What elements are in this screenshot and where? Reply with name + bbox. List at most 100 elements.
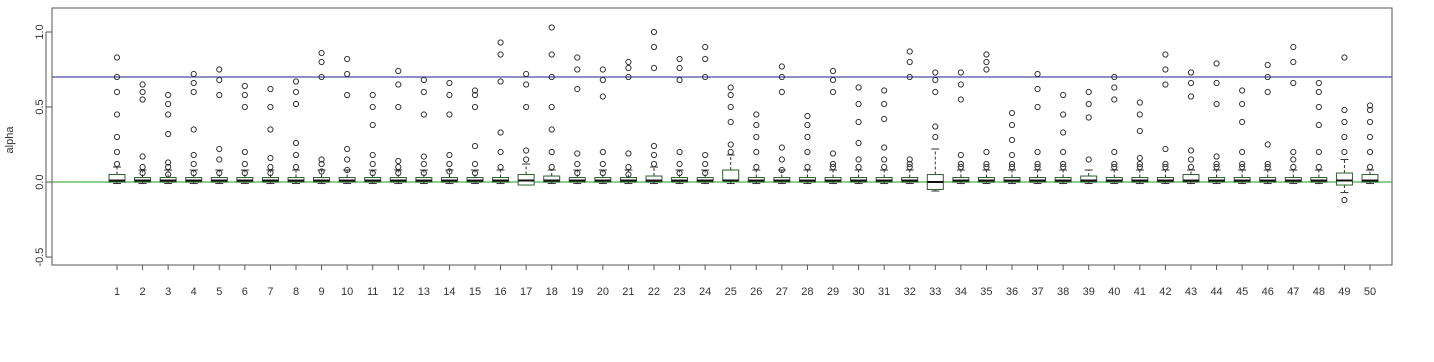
outlier bbox=[190, 169, 197, 177]
outlier bbox=[1341, 106, 1348, 114]
outlier bbox=[216, 169, 223, 177]
outlier bbox=[599, 148, 606, 156]
outlier bbox=[804, 112, 811, 120]
outlier bbox=[420, 160, 427, 168]
x-tick-label: 44 bbox=[1210, 286, 1222, 298]
outlier bbox=[778, 88, 785, 96]
outlier bbox=[1239, 100, 1246, 108]
x-tick-label: 19 bbox=[571, 286, 583, 298]
outlier bbox=[881, 156, 888, 163]
outlier bbox=[574, 150, 581, 157]
outlier bbox=[446, 91, 453, 99]
outlier bbox=[1290, 163, 1297, 171]
outlier bbox=[190, 126, 197, 133]
outlier bbox=[932, 123, 939, 130]
outlier bbox=[113, 148, 121, 156]
outlier bbox=[906, 163, 913, 171]
outlier bbox=[369, 151, 376, 159]
plot-frame bbox=[51, 7, 1393, 266]
outlier bbox=[1060, 129, 1067, 136]
x-tick-label: 49 bbox=[1338, 286, 1350, 298]
outlier bbox=[420, 88, 427, 96]
outlier bbox=[983, 163, 990, 171]
outlier bbox=[1136, 160, 1143, 168]
outlier bbox=[1264, 73, 1271, 81]
outlier bbox=[523, 147, 530, 154]
x-tick-label: 6 bbox=[242, 286, 248, 298]
box bbox=[1335, 172, 1353, 186]
outlier bbox=[1366, 133, 1374, 141]
outlier bbox=[216, 66, 223, 73]
outlier bbox=[548, 51, 555, 58]
outlier bbox=[599, 66, 606, 73]
outlier bbox=[395, 157, 402, 165]
outlier bbox=[650, 28, 658, 36]
outlier bbox=[165, 130, 172, 138]
x-tick-label: 3 bbox=[165, 286, 171, 298]
outlier bbox=[190, 151, 197, 159]
x-tick-label: 23 bbox=[673, 286, 685, 298]
outlier bbox=[650, 64, 658, 72]
outlier bbox=[829, 150, 837, 157]
outlier bbox=[1111, 96, 1118, 103]
outlier bbox=[1341, 118, 1348, 126]
outlier bbox=[497, 163, 504, 171]
outlier bbox=[395, 103, 402, 111]
x-tick-label: 11 bbox=[367, 286, 378, 298]
outlier bbox=[1136, 127, 1143, 135]
outlier bbox=[497, 148, 504, 156]
outlier bbox=[216, 156, 223, 163]
outlier bbox=[318, 156, 325, 163]
outlier bbox=[420, 76, 427, 84]
outlier bbox=[216, 91, 223, 99]
outlier bbox=[957, 151, 964, 159]
outlier bbox=[881, 87, 888, 94]
outlier bbox=[702, 55, 709, 63]
outlier bbox=[1187, 156, 1195, 163]
outlier bbox=[957, 160, 964, 168]
outlier bbox=[1213, 160, 1220, 168]
outlier bbox=[702, 73, 709, 81]
x-tick-label: 35 bbox=[980, 286, 992, 298]
outlier bbox=[267, 103, 274, 111]
y-tick-label: 0.5 bbox=[34, 99, 46, 114]
outlier bbox=[1162, 163, 1169, 171]
outlier bbox=[625, 150, 632, 157]
outlier bbox=[625, 64, 632, 72]
outlier bbox=[650, 142, 658, 150]
outlier bbox=[932, 133, 939, 141]
outlier bbox=[1111, 148, 1118, 156]
outlier bbox=[420, 111, 427, 118]
outlier bbox=[829, 76, 837, 84]
outlier bbox=[267, 126, 274, 133]
outlier bbox=[139, 153, 146, 160]
box bbox=[1182, 174, 1200, 183]
x-tick-label: 46 bbox=[1262, 286, 1274, 298]
outlier bbox=[1239, 87, 1246, 94]
x-tick-label: 7 bbox=[267, 286, 273, 298]
outlier bbox=[702, 160, 709, 168]
x-tick-label: 33 bbox=[929, 286, 941, 298]
outlier bbox=[727, 118, 734, 126]
outlier bbox=[1239, 163, 1246, 171]
outlier bbox=[829, 160, 837, 168]
outlier bbox=[1034, 163, 1041, 171]
outlier bbox=[1034, 148, 1041, 156]
outlier bbox=[318, 160, 325, 168]
outlier bbox=[855, 100, 862, 108]
outlier bbox=[983, 160, 990, 168]
outlier bbox=[676, 55, 683, 63]
outlier bbox=[1162, 81, 1169, 88]
outlier bbox=[906, 58, 913, 66]
outlier bbox=[1162, 51, 1169, 58]
outlier bbox=[1366, 102, 1374, 109]
outlier bbox=[855, 139, 862, 147]
outlier bbox=[983, 51, 990, 58]
box bbox=[1080, 175, 1098, 183]
outlier bbox=[1290, 79, 1297, 87]
outlier bbox=[1315, 121, 1322, 129]
outlier bbox=[267, 163, 274, 171]
outlier bbox=[497, 78, 504, 85]
outlier bbox=[1315, 148, 1322, 156]
outlier bbox=[906, 160, 913, 168]
